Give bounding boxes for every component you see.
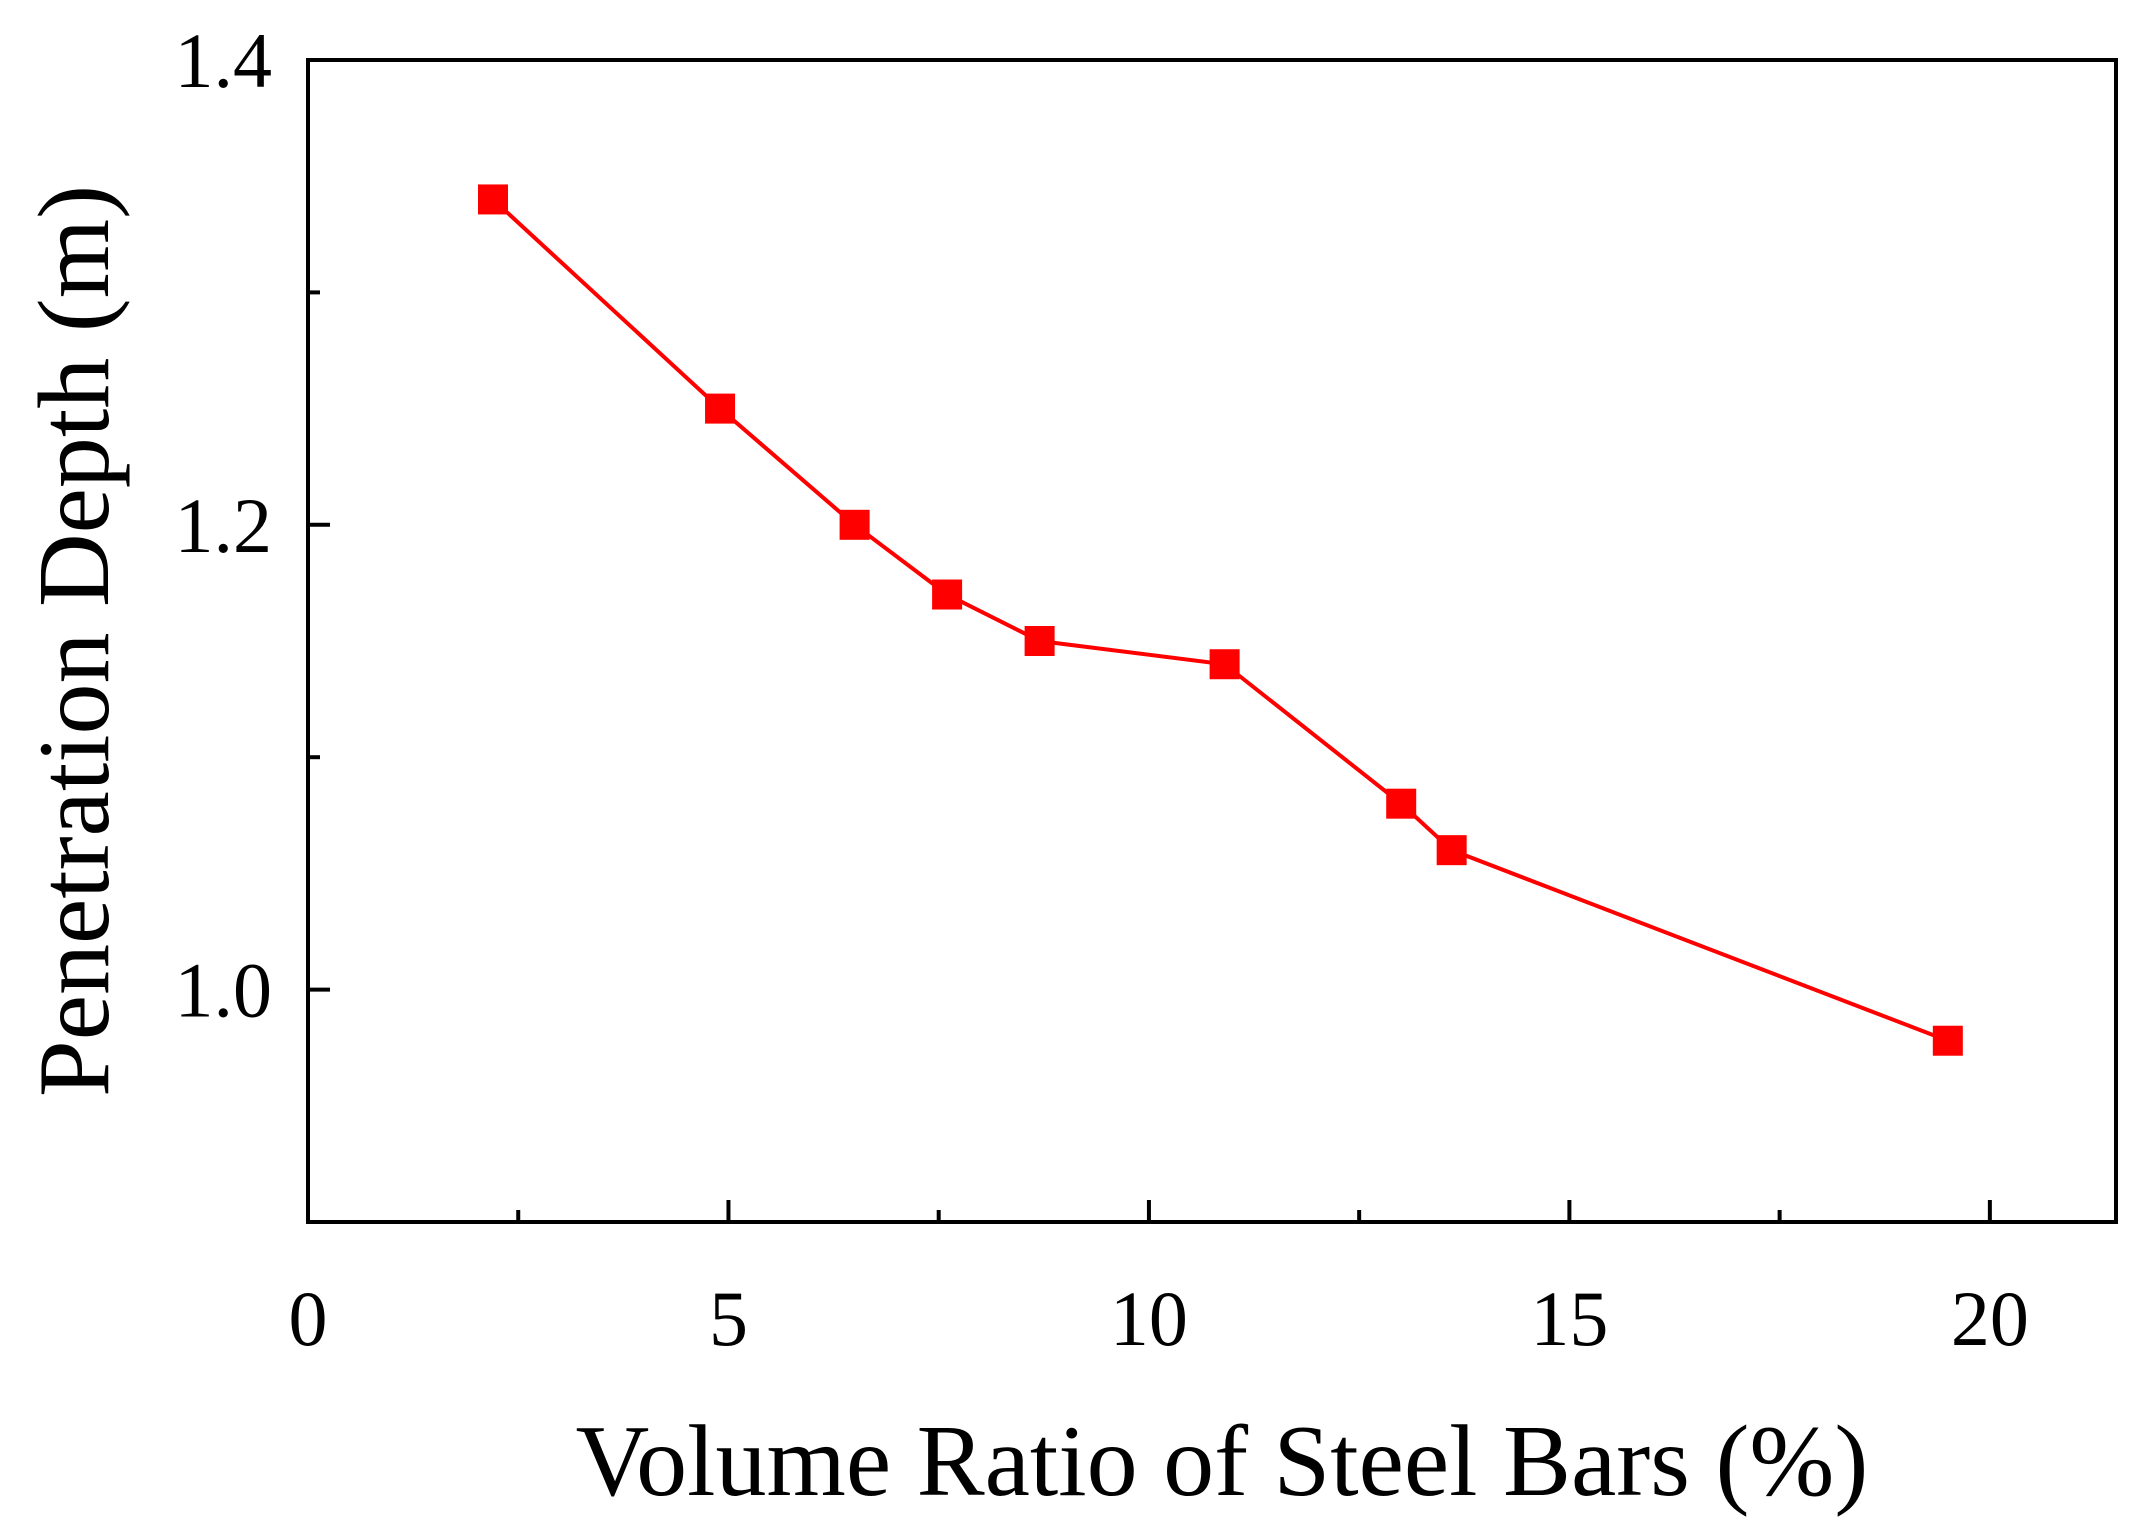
x-tick-label: 20 [1951, 1275, 2029, 1362]
x-axis-title: Volume Ratio of Steel Bars (%) [576, 1405, 1869, 1518]
x-tick-label: 0 [289, 1275, 328, 1362]
plot-frame [306, 58, 2118, 1224]
series-line [491, 197, 1949, 1043]
data-point [1386, 788, 1417, 819]
series-layer [478, 184, 1963, 1056]
data-point [839, 509, 870, 540]
data-point [1024, 626, 1055, 656]
y-tick-label: 1.2 [175, 482, 273, 569]
x-axis: 0 5 10 15 20 [289, 1200, 2029, 1362]
x-tick-label: 10 [1110, 1275, 1188, 1362]
data-point [932, 579, 963, 610]
x-tick-label: 5 [709, 1275, 748, 1362]
y-axis: 1.0 1.2 1.4 [175, 17, 330, 1034]
y-axis-title: Penetration Depth (m) [18, 185, 131, 1097]
x-tick-label: 15 [1530, 1275, 1608, 1362]
data-point [1932, 1025, 1963, 1056]
data-point [1436, 835, 1467, 866]
data-point [478, 184, 509, 215]
data-point [705, 393, 736, 424]
y-tick-label: 1.0 [175, 947, 273, 1034]
y-tick-label: 1.4 [175, 17, 273, 104]
data-point [1209, 649, 1240, 680]
